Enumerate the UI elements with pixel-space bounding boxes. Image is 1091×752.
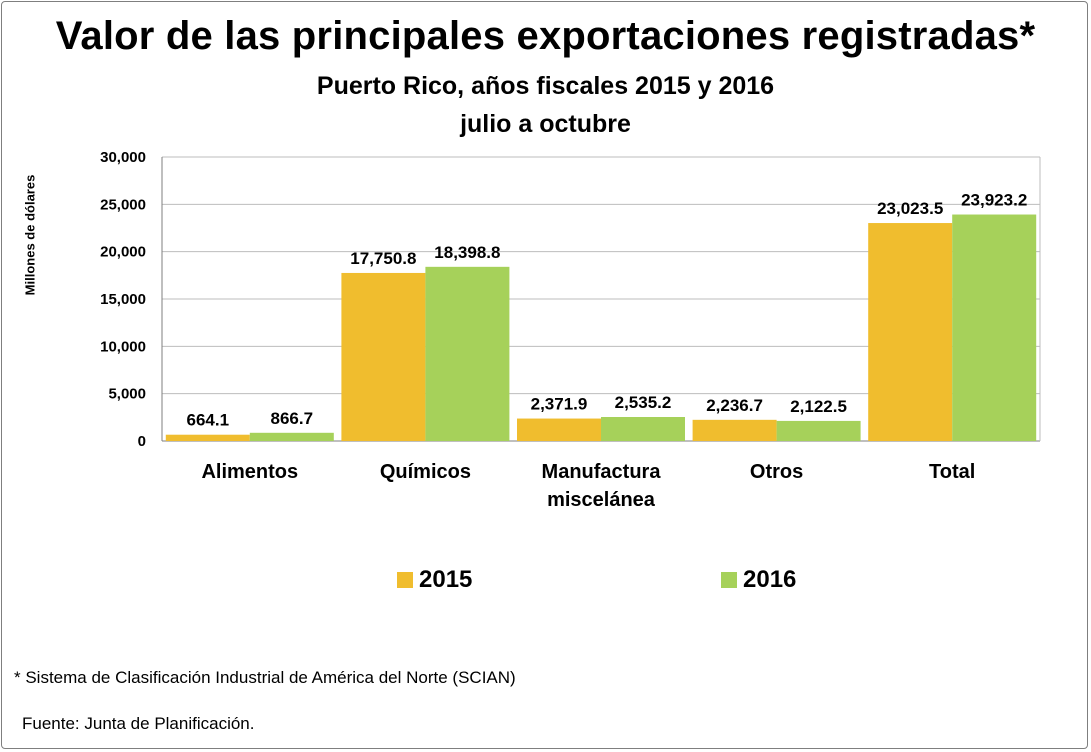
data-label-2015: 2,371.9 bbox=[531, 395, 588, 414]
data-label-2015: 23,023.5 bbox=[877, 199, 943, 218]
x-category-label: Alimentos bbox=[201, 461, 298, 483]
bar-2015 bbox=[517, 418, 601, 441]
legend-item-2016: 2016 bbox=[721, 566, 796, 594]
footnote: * Sistema de Clasificación Industrial de… bbox=[14, 668, 516, 687]
x-category-label-line2: miscelánea bbox=[547, 489, 656, 511]
y-tick-label: 30,000 bbox=[100, 149, 146, 166]
y-tick-label: 25,000 bbox=[100, 196, 146, 213]
data-label-2016: 866.7 bbox=[271, 409, 314, 428]
legend-item-2015: 2015 bbox=[397, 566, 472, 594]
source-note: Fuente: Junta de Planificación. bbox=[22, 714, 255, 733]
x-category-label: Manufactura bbox=[542, 461, 662, 483]
data-label-2016: 23,923.2 bbox=[961, 191, 1027, 210]
y-tick-label: 15,000 bbox=[100, 291, 146, 308]
bar-2016 bbox=[249, 432, 334, 441]
data-label-2015: 2,236.7 bbox=[706, 396, 763, 415]
bar-2016 bbox=[425, 266, 510, 441]
legend-label-2016: 2016 bbox=[743, 566, 797, 593]
bar-2015 bbox=[341, 272, 426, 441]
bar-2015 bbox=[165, 434, 250, 441]
data-label-2015: 664.1 bbox=[187, 411, 230, 430]
bar-2016 bbox=[601, 417, 685, 441]
data-label-2016: 18,398.8 bbox=[434, 243, 500, 262]
bar-2016 bbox=[952, 214, 1037, 441]
bar-2015 bbox=[692, 419, 777, 441]
x-category-label: Químicos bbox=[380, 461, 471, 483]
x-category-label: Otros bbox=[750, 461, 803, 483]
bar-2016 bbox=[776, 420, 861, 441]
chart-title: Valor de las principales exportaciones r… bbox=[55, 14, 1036, 58]
bar-2015 bbox=[868, 223, 953, 441]
x-category-label: Total bbox=[929, 461, 975, 483]
legend: 2015 2016 bbox=[0, 566, 1091, 596]
data-label-2016: 2,535.2 bbox=[615, 393, 672, 412]
y-tick-label: 5,000 bbox=[108, 386, 146, 403]
legend-swatch-2016 bbox=[721, 572, 737, 588]
chart-subtitle: Puerto Rico, años fiscales 2015 y 2016 bbox=[316, 72, 775, 100]
y-tick-label: 20,000 bbox=[100, 244, 146, 261]
legend-label-2015: 2015 bbox=[419, 566, 473, 593]
y-tick-label: 10,000 bbox=[100, 338, 146, 355]
chart-subtitle-period: julio a octubre bbox=[460, 110, 631, 138]
legend-swatch-2015 bbox=[397, 572, 413, 588]
y-tick-label: 0 bbox=[138, 433, 146, 450]
bar-chart: 0 5,000 10,000 15,000 20,000 25,000 30,000 664.… bbox=[100, 149, 1041, 511]
data-label-2016: 2,122.5 bbox=[790, 397, 847, 416]
data-label-2015: 17,750.8 bbox=[350, 249, 416, 268]
